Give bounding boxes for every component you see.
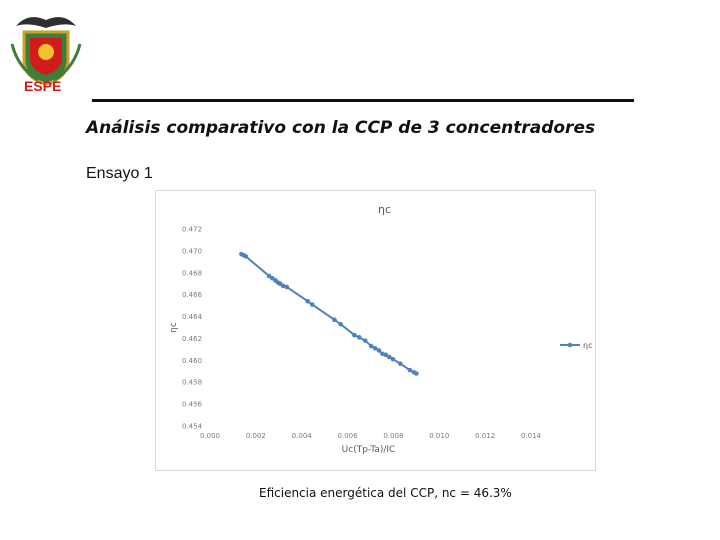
- chart-container: ηc 0.472 0.470 0.468 0.466 0.464 0.462 0.460 0.4…: [155, 190, 596, 471]
- y-tick-label: 0.464: [182, 313, 203, 321]
- data-point: [368, 343, 374, 349]
- y-tick-label: 0.456: [182, 401, 203, 409]
- chart-title: ηc: [378, 203, 391, 216]
- data-point: [387, 354, 392, 360]
- data-point: [280, 283, 286, 289]
- data-point: [305, 298, 310, 304]
- x-tick-label: 0.000: [200, 432, 220, 440]
- page-subtitle: Ensayo 1: [86, 165, 153, 182]
- x-tick-label: 0.006: [338, 432, 359, 440]
- page-title: Análisis comparativo con la CCP de 3 con…: [86, 118, 596, 138]
- y-axis-label: ηc: [169, 322, 179, 333]
- legend-label: ηc: [583, 341, 592, 350]
- y-tick-label: 0.454: [182, 423, 203, 431]
- eagle-wings-icon: [16, 17, 76, 28]
- header-rule: [92, 99, 634, 102]
- x-tick-label: 0.010: [429, 432, 449, 440]
- data-point: [284, 284, 290, 290]
- x-tick-label: 0.002: [246, 432, 266, 440]
- x-axis-label: Uc(Tp-Ta)/IC: [342, 445, 396, 455]
- espe-logo: [10, 17, 82, 86]
- data-point: [243, 254, 249, 259]
- data-point: [372, 345, 378, 351]
- efficiency-chart: ηc 0.472 0.470 0.468 0.466 0.464 0.462 0.460 0.4…: [169, 203, 592, 455]
- efficiency-caption: Eficiencia energética del CCP, nc = 46.3…: [259, 486, 512, 500]
- legend-marker: [567, 342, 573, 348]
- data-point: [270, 275, 275, 281]
- data-point: [309, 302, 315, 307]
- logo-text: ESPE: [24, 78, 62, 94]
- data-point: [266, 273, 272, 279]
- data-point: [383, 352, 389, 358]
- y-tick-label: 0.460: [182, 357, 202, 365]
- y-tick-label: 0.468: [182, 269, 202, 277]
- x-tick-label: 0.012: [475, 432, 495, 440]
- data-point: [407, 367, 413, 373]
- data-point: [338, 321, 343, 327]
- y-tick-label: 0.470: [182, 247, 202, 255]
- data-point: [362, 338, 368, 343]
- y-tick-label: 0.462: [182, 335, 202, 343]
- data-point: [376, 348, 382, 353]
- y-tick-label: 0.458: [182, 379, 202, 387]
- y-tick-label: 0.472: [182, 226, 202, 234]
- y-tick-label: 0.466: [182, 291, 203, 299]
- data-point: [414, 371, 419, 376]
- data-point: [352, 332, 357, 338]
- x-tick-label: 0.004: [292, 432, 313, 440]
- x-tick-label: 0.014: [521, 432, 542, 440]
- x-tick-label: 0.008: [383, 432, 403, 440]
- data-point: [398, 361, 403, 366]
- data-point: [390, 356, 396, 362]
- data-point: [332, 317, 337, 323]
- data-point: [356, 335, 362, 340]
